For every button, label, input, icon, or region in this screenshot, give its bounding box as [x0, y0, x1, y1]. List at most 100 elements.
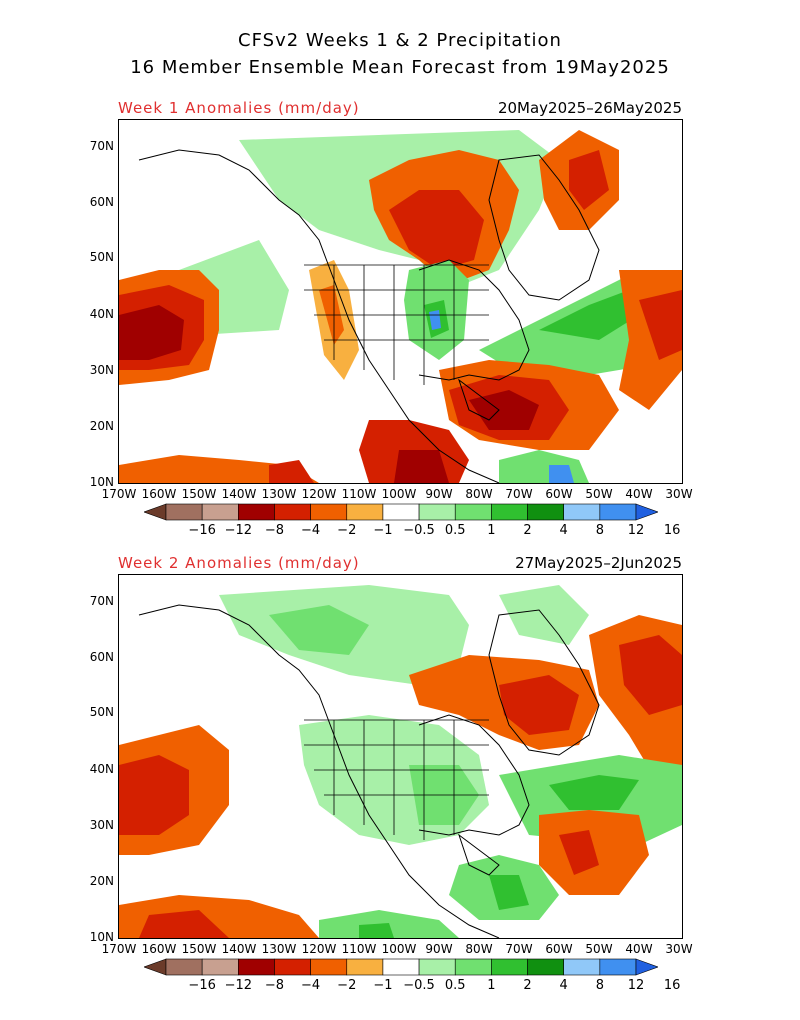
colorbar-label: −8: [264, 978, 285, 993]
colorbar-swatch: [346, 958, 384, 976]
colorbar-swatch: [201, 958, 239, 976]
colorbar-label: −0.5: [403, 978, 435, 993]
lon-label: 160W: [141, 487, 177, 501]
colorbar-label: −1: [373, 523, 393, 538]
lon-label: 150W: [181, 487, 217, 501]
colorbar-label: 16: [663, 978, 681, 993]
colorbar-swatch: [238, 503, 275, 521]
lat-label: 60N: [89, 650, 114, 664]
colorbar-label: −4: [301, 523, 321, 538]
lon-label: 70W: [505, 942, 533, 956]
colorbar-label: −1: [373, 978, 393, 993]
colorbar-end-high: [635, 503, 658, 521]
week2-colorbar: [144, 958, 658, 976]
colorbar-swatch: [418, 503, 456, 521]
week1-map: [118, 119, 683, 484]
lon-label: 90W: [425, 942, 453, 956]
colorbar-swatch: [310, 958, 348, 976]
lon-label: 120W: [301, 487, 337, 501]
colorbar-swatch: [274, 958, 311, 976]
lon-label: 160W: [141, 942, 177, 956]
colorbar-label: 0.5: [444, 523, 466, 538]
colorbar-swatch: [238, 958, 275, 976]
lon-label: 130W: [261, 487, 297, 501]
colorbar-label: 8: [595, 523, 604, 538]
lat-label: 70N: [89, 594, 114, 608]
colorbar-end-high: [635, 958, 658, 976]
colorbar-swatch: [201, 503, 239, 521]
lon-label: 50W: [585, 942, 613, 956]
colorbar-swatch: [165, 958, 203, 976]
colorbar-label: 16: [663, 523, 681, 538]
week1-colorbar: [144, 503, 658, 521]
colorbar-label: −2: [337, 978, 357, 993]
week2-map: [118, 574, 683, 939]
colorbar-swatch: [491, 958, 528, 976]
colorbar-swatch: [382, 958, 420, 976]
chart-title: CFSv2 Weeks 1 & 2 Precipitation: [238, 30, 562, 51]
colorbar-swatch: [310, 503, 348, 521]
colorbar-end-low: [144, 958, 167, 976]
lon-label: 110W: [341, 942, 377, 956]
week2-label: Week 2 Anomalies (mm/day): [118, 554, 360, 572]
week2-panel: Week 2 Anomalies (mm/day) 27May2025–2Jun…: [0, 550, 800, 1020]
lon-label: 100W: [381, 487, 417, 501]
lat-label: 30N: [89, 363, 114, 377]
colorbar-swatch: [599, 503, 637, 521]
colorbar-swatch: [274, 503, 311, 521]
colorbar-label: 1: [487, 523, 496, 538]
chart-subtitle: 16 Member Ensemble Mean Forecast from 19…: [130, 57, 670, 78]
lon-label: 150W: [181, 942, 217, 956]
colorbar-label: 0.5: [444, 978, 466, 993]
lat-label: 20N: [89, 874, 114, 888]
colorbar-label: 2: [523, 978, 532, 993]
colorbar-swatch: [165, 503, 203, 521]
colorbar-swatch: [563, 503, 601, 521]
week1-dates: 20May2025–26May2025: [497, 99, 682, 117]
lon-label: 80W: [465, 487, 493, 501]
colorbar-swatch: [454, 958, 492, 976]
colorbar-label: −16: [188, 978, 216, 993]
lon-label: 120W: [301, 942, 337, 956]
colorbar-label: 4: [559, 978, 568, 993]
lat-label: 70N: [89, 139, 114, 153]
lon-label: 170W: [101, 942, 137, 956]
colorbar-swatch: [454, 503, 492, 521]
colorbar-label: −0.5: [403, 523, 435, 538]
lat-label: 10N: [89, 475, 114, 489]
lon-label: 100W: [381, 942, 417, 956]
lon-label: 70W: [505, 487, 533, 501]
lat-label: 50N: [89, 705, 114, 719]
colorbar-label: 8: [595, 978, 604, 993]
lon-label: 40W: [625, 942, 653, 956]
colorbar-label: −12: [224, 978, 253, 993]
colorbar-label: 2: [523, 523, 532, 538]
colorbar-swatch: [491, 503, 528, 521]
lon-label: 80W: [465, 942, 493, 956]
colorbar-swatch: [599, 958, 637, 976]
week2-dates: 27May2025–2Jun2025: [515, 554, 682, 572]
lon-label: 50W: [585, 487, 613, 501]
lon-label: 110W: [341, 487, 377, 501]
lon-label: 130W: [261, 942, 297, 956]
lat-label: 30N: [89, 818, 114, 832]
lat-label: 60N: [89, 195, 114, 209]
lat-label: 40N: [89, 307, 114, 321]
colorbar-swatch: [382, 503, 420, 521]
lon-label: 60W: [545, 487, 573, 501]
colorbar-swatch: [346, 503, 384, 521]
colorbar-swatch: [563, 958, 601, 976]
lon-label: 30W: [665, 487, 693, 501]
lon-label: 140W: [221, 487, 257, 501]
lon-label: 40W: [625, 487, 653, 501]
lon-label: 170W: [101, 487, 137, 501]
lat-label: 20N: [89, 419, 114, 433]
colorbar-end-low: [144, 503, 167, 521]
week1-panel: Week 1 Anomalies (mm/day) 20May2025–26Ma…: [0, 95, 800, 565]
lat-label: 40N: [89, 762, 114, 776]
colorbar-label: 12: [627, 978, 645, 993]
colorbar-label: −8: [264, 523, 285, 538]
colorbar-label: 4: [559, 523, 568, 538]
lat-label: 10N: [89, 930, 114, 944]
colorbar-swatch: [527, 958, 564, 976]
